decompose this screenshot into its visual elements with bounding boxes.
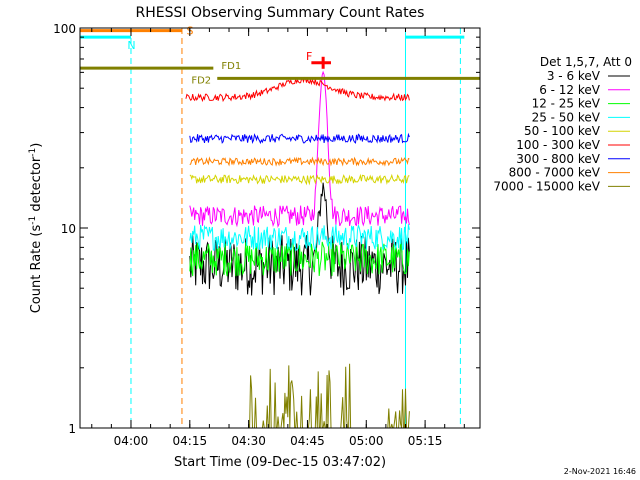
legend-label-1: 6 - 12 keV [539,83,601,97]
y-axis-label-unit: detector [29,156,44,216]
legend-header: Det 1,5,7, Att 0 [540,55,632,69]
flare-marker-label: F [306,50,312,63]
legend-label-4: 50 - 100 keV [524,124,601,138]
series-line-3 [189,224,410,252]
y-tick-label-1: 10 [61,222,76,236]
legend-label-7: 800 - 7000 keV [509,166,601,180]
y-tick-label-0: 1 [68,422,76,436]
series-line-5 [185,76,410,103]
flare-decimation-label-0: FD1 [221,61,241,72]
plot-area: NSFD1FD2F [80,25,480,429]
legend-label-6: 300 - 800 keV [516,152,600,166]
y-axis-label-text: Count Rate (s [29,225,44,314]
series-line-6 [189,132,410,145]
y-axis-label: Count Rate (s-1 detector-1) [28,143,44,314]
series-line-1 [189,70,410,228]
legend-label-3: 25 - 50 keV [532,110,601,124]
y-axis-label-exponent: -1 [28,216,38,225]
y-tick-label-2: 100 [53,22,76,36]
x-tick-label-0: 04:00 [114,434,149,448]
x-tick-label-2: 04:30 [231,434,266,448]
y-axis-label-unit-exponent: -1 [28,148,38,157]
legend-label-0: 3 - 6 keV [547,69,601,83]
x-axis-label: Start Time (09-Dec-15 03:47:02) [174,455,386,470]
legend-label-5: 100 - 300 keV [516,138,600,152]
footer-timestamp: 2-Nov-2021 16:46 [564,467,636,476]
axes: 04:00 04:15 04:30 04:45 05:00 05:15 1 10 100 [53,22,480,448]
series-line-7 [189,156,410,167]
x-tick-label-3: 04:45 [290,434,325,448]
night-interval-label-0: N [127,39,135,52]
legend-label-8: 7000 - 15000 keV [493,179,600,193]
x-tick-label-4: 05:00 [349,434,384,448]
flare-decimation-label-1: FD2 [191,75,211,86]
chart-title: RHESSI Observing Summary Count Rates [136,5,425,21]
x-tick-label-5: 05:15 [408,434,443,448]
x-tick-label-1: 04:15 [173,434,208,448]
legend-label-2: 12 - 25 keV [532,97,601,111]
series-line-2 [189,241,410,277]
series-line-4 [189,173,410,186]
y-axis-label-close: ) [29,143,44,148]
